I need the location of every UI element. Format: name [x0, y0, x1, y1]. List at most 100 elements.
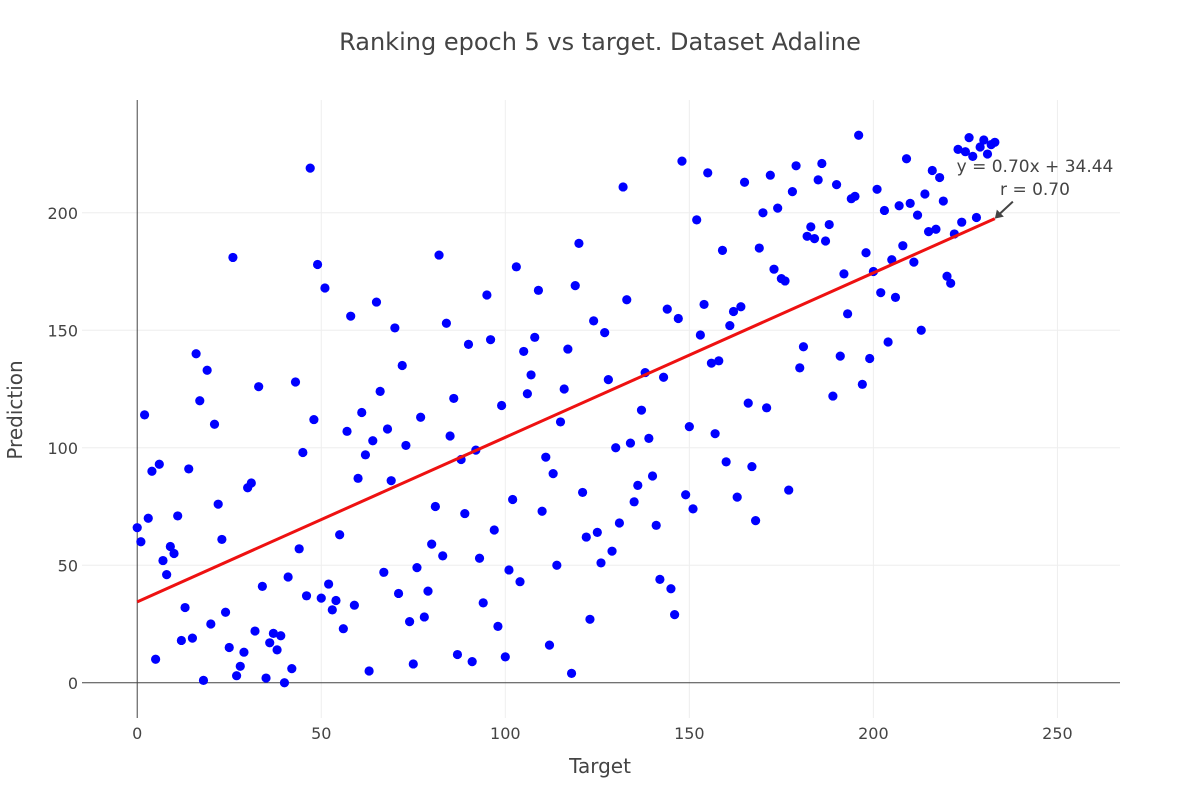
- data-point: [979, 135, 989, 145]
- data-point: [644, 433, 654, 443]
- data-point: [666, 584, 676, 594]
- data-point: [364, 666, 374, 676]
- data-point: [544, 640, 555, 650]
- y-tick-label: 100: [47, 439, 78, 458]
- data-point: [195, 396, 205, 406]
- data-point: [309, 414, 319, 425]
- data-point: [633, 480, 643, 490]
- data-point: [879, 205, 890, 216]
- data-point: [791, 161, 801, 171]
- data-point: [854, 130, 864, 140]
- data-point: [990, 137, 1000, 147]
- fit-equation-label: y = 0.70x + 34.44: [957, 157, 1114, 177]
- data-point: [876, 288, 886, 298]
- data-point: [460, 508, 470, 519]
- data-point: [441, 318, 452, 328]
- data-point: [968, 151, 978, 161]
- data-point: [393, 588, 404, 599]
- data-point: [239, 647, 249, 657]
- x-tick-label: 200: [858, 724, 889, 743]
- data-point: [935, 172, 945, 183]
- data-point: [500, 652, 510, 662]
- data-point: [419, 612, 429, 622]
- data-point: [806, 222, 816, 232]
- data-point: [758, 208, 768, 218]
- data-point: [298, 447, 308, 458]
- data-point: [231, 671, 242, 681]
- data-point: [158, 555, 168, 566]
- data-point: [287, 664, 297, 674]
- data-point: [401, 440, 411, 451]
- data-point: [279, 678, 290, 688]
- data-point: [290, 377, 301, 387]
- data-point: [132, 523, 142, 533]
- data-point: [795, 363, 805, 373]
- data-point: [839, 269, 849, 279]
- data-point: [798, 342, 809, 352]
- data-point: [184, 464, 194, 474]
- data-point: [570, 281, 580, 291]
- data-point: [382, 424, 393, 434]
- x-tick-label: 250: [1042, 724, 1073, 743]
- data-point: [305, 163, 315, 173]
- data-point: [681, 490, 691, 500]
- x-axis-title: Target: [568, 754, 631, 778]
- data-point: [136, 537, 146, 547]
- data-point: [813, 175, 823, 185]
- data-point: [861, 248, 871, 258]
- data-point: [180, 602, 190, 613]
- data-point: [220, 607, 231, 617]
- data-point: [629, 497, 639, 507]
- data-point: [154, 459, 164, 469]
- data-point: [555, 417, 566, 427]
- data-point: [721, 457, 731, 467]
- data-point: [371, 297, 382, 307]
- data-point: [519, 346, 529, 357]
- data-point: [865, 353, 875, 364]
- data-point: [423, 586, 433, 596]
- data-point: [923, 226, 934, 237]
- data-point: [173, 511, 183, 521]
- data-point: [379, 567, 389, 577]
- data-point: [508, 494, 518, 505]
- data-point: [831, 179, 842, 190]
- data-point: [474, 553, 485, 563]
- annotation-arrow: [998, 200, 1014, 216]
- data-point: [497, 400, 507, 411]
- data-point: [213, 499, 223, 509]
- data-point: [485, 335, 496, 345]
- data-point: [530, 332, 540, 342]
- data-point: [614, 518, 625, 528]
- data-point: [504, 565, 514, 575]
- y-tick-label: 0: [68, 674, 78, 693]
- data-point: [206, 619, 216, 629]
- data-point: [493, 621, 503, 631]
- data-points: [132, 130, 1000, 688]
- data-point: [688, 504, 698, 514]
- data-point: [872, 184, 882, 194]
- data-point: [327, 605, 337, 615]
- data-point: [254, 382, 264, 392]
- data-point: [482, 290, 492, 300]
- data-point: [449, 393, 459, 404]
- data-point: [434, 250, 444, 260]
- chart-title: Ranking epoch 5 vs target. Dataset Adali…: [339, 28, 861, 56]
- data-point: [953, 144, 963, 154]
- data-point: [647, 471, 658, 481]
- data-point: [368, 436, 378, 446]
- data-point: [802, 231, 812, 241]
- data-point: [559, 384, 569, 394]
- data-point: [511, 262, 521, 272]
- data-point: [552, 560, 562, 570]
- data-point: [739, 177, 750, 187]
- data-point: [769, 264, 779, 274]
- data-point: [773, 203, 783, 213]
- data-point: [714, 356, 724, 366]
- data-point: [187, 633, 198, 643]
- data-point: [747, 461, 757, 472]
- data-point: [920, 189, 930, 199]
- data-point: [905, 198, 915, 208]
- data-point: [169, 548, 179, 559]
- data-point: [942, 271, 952, 281]
